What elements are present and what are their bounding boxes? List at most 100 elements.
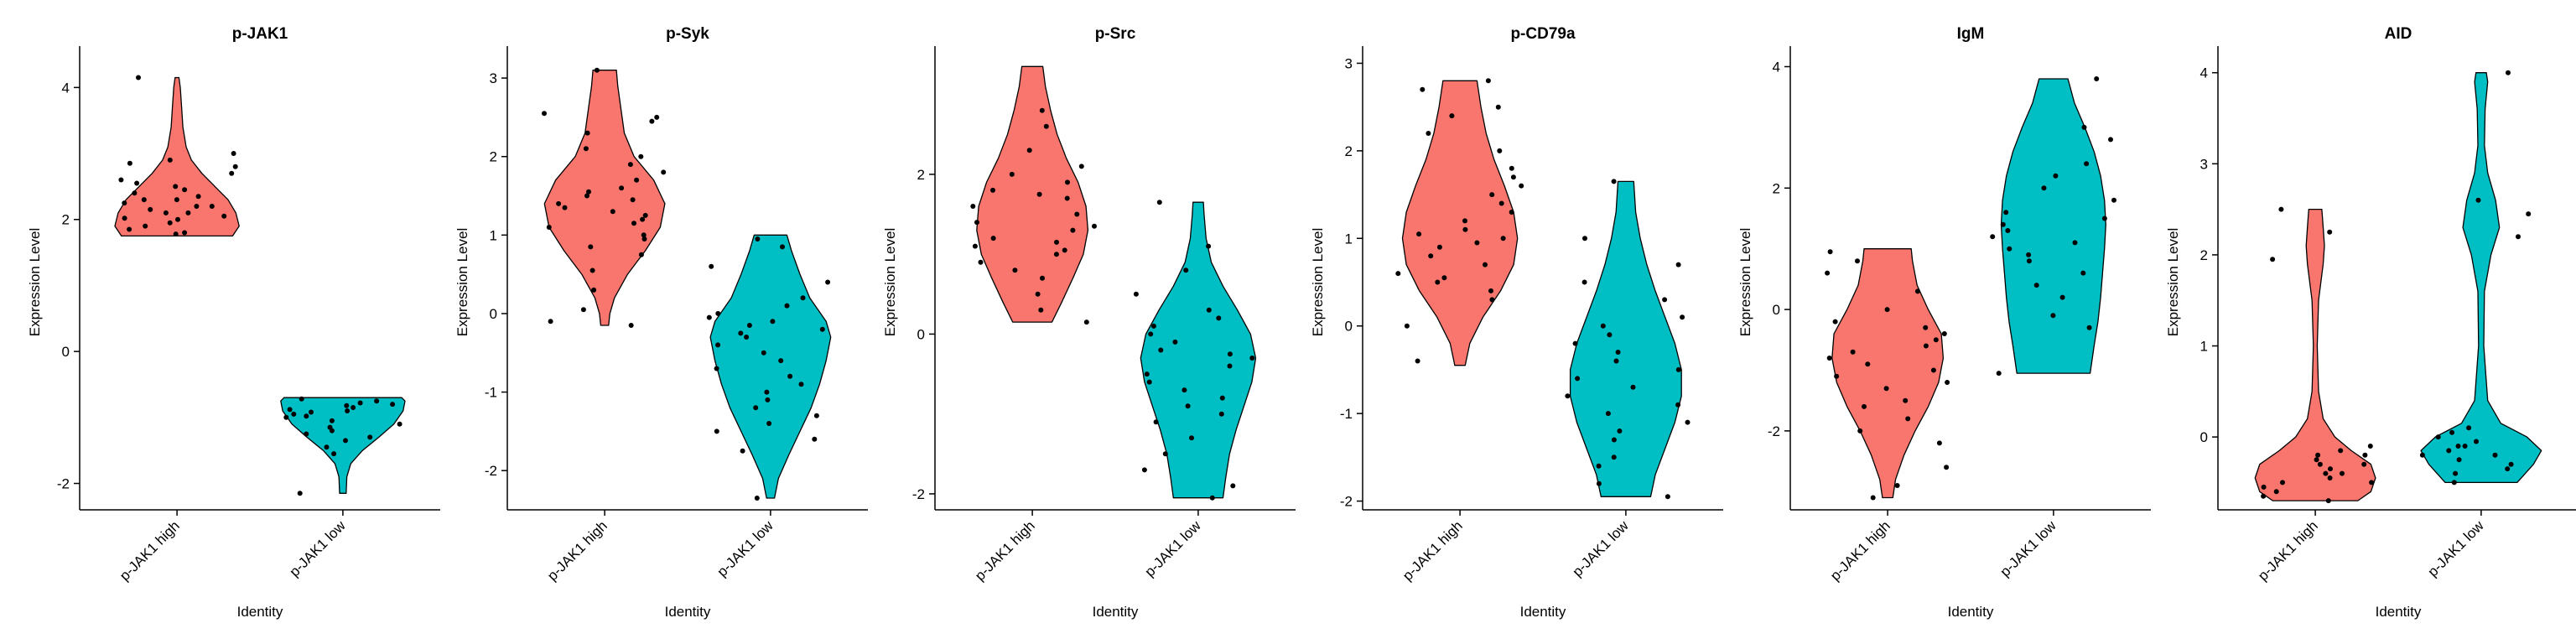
data-point bbox=[173, 231, 179, 237]
data-point bbox=[1183, 267, 1189, 273]
data-point bbox=[2026, 252, 2032, 257]
x-tick-label: p-JAK1 low bbox=[1141, 517, 1204, 580]
data-point bbox=[2526, 211, 2532, 217]
data-point bbox=[2361, 461, 2367, 467]
y-axis-label: Expression Level bbox=[1310, 228, 1326, 336]
data-point bbox=[2094, 76, 2100, 81]
data-point bbox=[1141, 467, 1147, 473]
data-point bbox=[1497, 148, 1503, 153]
data-point bbox=[2327, 229, 2333, 235]
data-point bbox=[819, 326, 825, 332]
data-point bbox=[584, 130, 590, 136]
data-point bbox=[1662, 297, 1668, 303]
data-point bbox=[542, 111, 547, 117]
data-point bbox=[1162, 451, 1168, 457]
x-axis-label: Identity bbox=[665, 604, 711, 620]
data-point bbox=[634, 177, 640, 183]
data-point bbox=[195, 194, 201, 200]
data-point bbox=[2340, 470, 2345, 476]
data-point bbox=[770, 319, 776, 325]
data-point bbox=[1092, 223, 1097, 229]
data-point bbox=[2280, 480, 2285, 486]
data-point bbox=[825, 279, 831, 285]
data-point bbox=[1565, 393, 1571, 399]
data-point bbox=[182, 187, 188, 193]
data-point bbox=[2261, 484, 2267, 490]
data-point bbox=[2273, 489, 2279, 495]
data-point bbox=[2516, 234, 2521, 240]
data-point bbox=[1172, 339, 1178, 345]
data-point bbox=[1054, 239, 1059, 245]
y-tick-label: -2 bbox=[57, 476, 70, 492]
data-point bbox=[1600, 323, 1606, 329]
data-point bbox=[974, 220, 979, 226]
data-point bbox=[1857, 428, 1863, 434]
data-point bbox=[1062, 247, 1067, 253]
y-tick-label: 2 bbox=[1345, 143, 1353, 159]
data-point bbox=[2108, 137, 2113, 143]
data-point bbox=[343, 438, 348, 444]
data-point bbox=[2323, 470, 2329, 476]
data-point bbox=[978, 259, 984, 265]
x-axis-label: Identity bbox=[2376, 604, 2422, 620]
data-point bbox=[1827, 249, 1833, 255]
data-point bbox=[367, 434, 373, 440]
y-tick-label: -2 bbox=[1768, 423, 1780, 439]
violin-1 bbox=[709, 234, 832, 499]
y-axis-label: Expression Level bbox=[1737, 228, 1753, 336]
data-point bbox=[1944, 465, 1950, 470]
data-point bbox=[1630, 384, 1636, 390]
data-point bbox=[2086, 325, 2092, 330]
x-tick-label: p-JAK1 low bbox=[2424, 517, 2487, 580]
data-point bbox=[1395, 271, 1401, 277]
data-point bbox=[753, 405, 759, 411]
data-point bbox=[1611, 454, 1617, 460]
x-tick-label: p-JAK1 high bbox=[117, 517, 183, 584]
data-point bbox=[2270, 257, 2276, 262]
data-point bbox=[798, 382, 804, 387]
y-tick-label: 0 bbox=[62, 344, 70, 360]
data-point bbox=[641, 236, 647, 242]
data-point bbox=[761, 350, 766, 356]
data-point bbox=[345, 408, 351, 413]
data-point bbox=[344, 402, 350, 408]
violin-1 bbox=[1140, 201, 1257, 499]
data-point bbox=[1945, 380, 1950, 385]
data-point bbox=[297, 491, 303, 496]
data-point bbox=[2508, 461, 2514, 467]
x-tick-label: p-JAK1 high bbox=[1400, 517, 1466, 584]
data-point bbox=[970, 204, 976, 209]
violin-0 bbox=[543, 70, 666, 326]
data-point bbox=[1884, 307, 1890, 313]
data-point bbox=[2462, 444, 2468, 449]
data-point bbox=[714, 428, 719, 434]
data-point bbox=[1218, 411, 1224, 417]
data-point bbox=[594, 67, 600, 73]
data-point bbox=[589, 267, 595, 273]
data-point bbox=[591, 287, 597, 293]
data-point bbox=[134, 180, 140, 186]
data-point bbox=[744, 335, 750, 340]
violin-0 bbox=[1401, 80, 1519, 366]
data-point bbox=[1043, 123, 1049, 129]
data-point bbox=[1826, 356, 1832, 361]
data-point bbox=[2492, 452, 2498, 458]
data-point bbox=[1206, 307, 1212, 313]
data-point bbox=[588, 244, 594, 250]
data-point bbox=[185, 210, 191, 216]
data-point bbox=[232, 164, 238, 169]
data-point bbox=[1834, 373, 1840, 379]
y-tick-label: 4 bbox=[62, 80, 70, 96]
data-point bbox=[1012, 267, 1018, 273]
data-point bbox=[1582, 236, 1587, 242]
data-point bbox=[2475, 197, 2481, 203]
data-point bbox=[175, 216, 180, 222]
data-point bbox=[1036, 191, 1042, 197]
data-point bbox=[1436, 244, 1442, 250]
data-point bbox=[1153, 419, 1159, 425]
data-point bbox=[2451, 480, 2457, 486]
data-point bbox=[1038, 307, 1044, 313]
data-point bbox=[2033, 283, 2039, 288]
data-point bbox=[800, 295, 806, 301]
